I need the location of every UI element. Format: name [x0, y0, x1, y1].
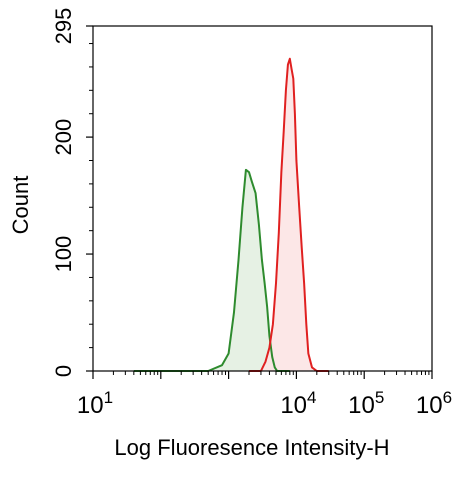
- y-tick-label: 100: [51, 236, 76, 273]
- series-1-line: [249, 57, 329, 372]
- y-axis-title: Count: [8, 176, 33, 235]
- x-axis-title: Log Fluoresence Intensity-H: [114, 435, 389, 460]
- y-tick-label: 200: [51, 119, 76, 156]
- x-tick-label: 104: [280, 388, 316, 419]
- series-layer: [133, 57, 329, 372]
- series-1-area: [249, 58, 329, 371]
- y-tick-label: 0: [51, 365, 76, 377]
- x-tick-label: 101: [77, 388, 113, 419]
- x-tick-label: 105: [348, 388, 384, 419]
- x-tick-label: 106: [416, 388, 452, 419]
- x-axis: 101 104 105 106: [77, 371, 452, 419]
- series-0-area: [133, 169, 290, 371]
- y-tick-label: 295: [51, 8, 76, 45]
- y-axis: 0 100 200 295: [51, 8, 93, 377]
- plot-frame: [92, 25, 433, 372]
